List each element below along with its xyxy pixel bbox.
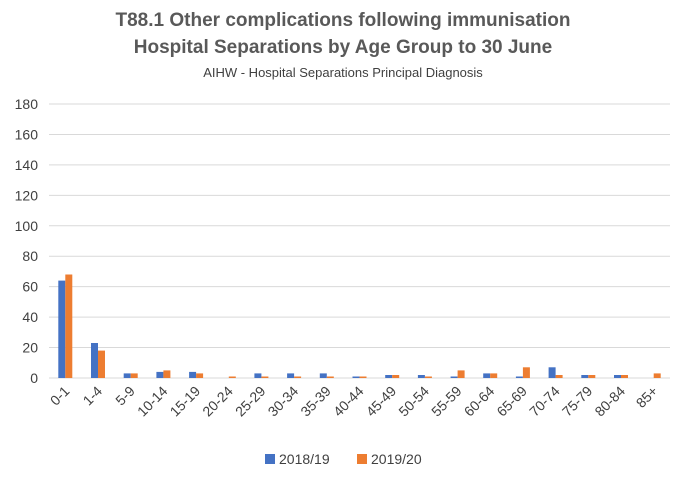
bar-2018-19-30-34 [287,373,295,378]
bar-2018-19-40-44 [352,376,360,378]
x-tick-label: 0-1 [47,383,73,409]
chart-title-line-2: Hospital Separations by Age Group to 30 … [134,37,552,58]
x-tick-label: 25-29 [232,383,269,420]
x-tick-label: 10-14 [134,383,171,420]
bar-2018-19-50-54 [417,375,425,378]
y-tick-label: 180 [15,96,39,112]
x-tick-label: 20-24 [199,383,236,420]
bar-2019-20-80-84 [621,375,628,378]
bar-2018-19-15-19 [189,371,197,378]
x-tick-label: 15-19 [167,383,204,420]
bar-2018-19-75-79 [581,375,589,378]
legend: 2018/19 2019/20 [265,451,422,467]
y-tick-label: 160 [15,126,39,142]
bar-2019-20-50-54 [424,376,432,378]
x-tick-label: 45-49 [363,383,400,420]
bar-2019-20-30-34 [294,376,302,378]
bar-2018-19-25-29 [254,373,262,378]
gridlines [49,103,670,379]
bar-2019-20-65-69 [522,367,530,378]
bar-2018-19-5-9 [123,373,131,378]
y-tick-label: 40 [22,309,38,325]
bar-2019-20-25-29 [261,376,269,378]
bar-2018-19-35-39 [319,373,327,378]
x-tick-label: 35-39 [297,383,334,420]
bar-2018-19-65-69 [515,376,523,378]
x-tick-label: 55-59 [428,383,465,420]
x-tick-label: 1-4 [80,383,106,409]
bar-2019-20-70-74 [555,375,563,378]
bar-2018-19-1-4 [91,343,98,378]
x-tick-label: 85+ [633,383,661,411]
y-tick-label: 60 [22,279,38,295]
bar-2019-20-60-64 [490,373,498,378]
bar-2018-19-60-64 [483,373,491,378]
bar-2019-20-35-39 [326,376,334,378]
x-tick-label: 70-74 [526,383,563,420]
bar-2019-20-15-19 [196,373,204,378]
bar-2018-19-45-49 [385,375,393,378]
y-tick-label: 140 [15,157,39,173]
bar-2019-20-0-1 [65,274,73,378]
bar-2019-20-5-9 [130,373,138,378]
chart-subtitle: AIHW - Hospital Separations Principal Di… [203,65,483,80]
bar-2018-19-80-84 [614,375,621,378]
y-tick-label: 20 [22,340,38,356]
legend-label: 2019/20 [371,451,422,467]
bar-2019-20-45-49 [392,375,400,378]
y-axis-ticks: 0 20 40 60 80 100 120 140 160 180 [15,96,39,386]
bar-2018-19-70-74 [548,367,556,378]
y-tick-label: 100 [15,218,39,234]
bar-2019-20-20-24 [228,376,236,378]
bar-2019-20-75-79 [588,375,596,378]
x-tick-label: 80-84 [591,383,628,420]
bar-2018-19-0-1 [58,280,66,378]
bar-2019-20-85+ [653,373,661,378]
x-tick-label: 30-34 [265,383,302,420]
bar-2019-20-40-44 [359,376,367,378]
x-tick-label: 40-44 [330,383,367,420]
legend-label: 2018/19 [279,451,330,467]
x-axis-ticks: 0-1 1-4 5-910-1415-1920-2425-2930-3435-394… [47,383,661,420]
bar-2019-20-55-59 [457,370,465,378]
y-tick-label: 0 [30,370,38,386]
x-tick-label: 50-54 [395,383,432,420]
chart-title-line-1: T88.1 Other complications following immu… [116,10,571,31]
bars [58,274,661,378]
bar-2019-20-1-4 [98,350,105,378]
y-tick-label: 80 [22,248,38,264]
y-tick-label: 120 [15,187,39,203]
x-tick-label: 5-9 [112,383,138,409]
bar-2019-20-10-14 [163,370,171,378]
legend-swatch [265,454,275,464]
legend-swatch [357,454,367,464]
x-tick-label: 65-69 [493,383,530,420]
x-tick-label: 75-79 [559,383,596,420]
bar-2018-19-10-14 [156,371,164,378]
bar-2018-19-55-59 [450,376,458,378]
x-tick-label: 60-64 [461,383,498,420]
